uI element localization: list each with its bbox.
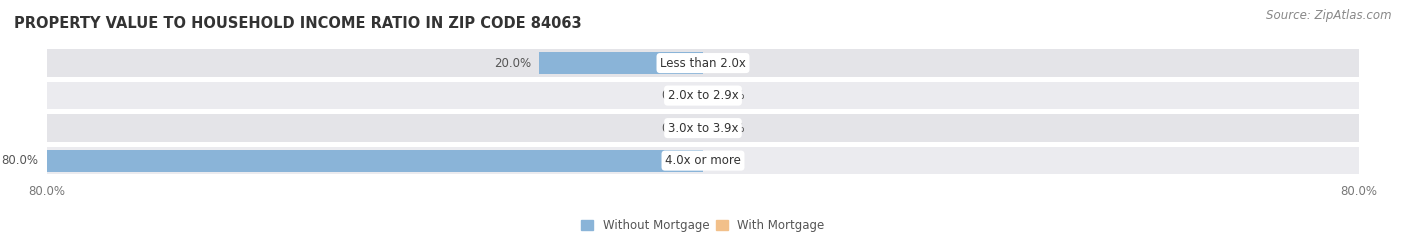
Text: 20.0%: 20.0%	[494, 57, 531, 70]
Text: Source: ZipAtlas.com: Source: ZipAtlas.com	[1267, 9, 1392, 22]
Text: 0.0%: 0.0%	[716, 57, 745, 70]
Text: Less than 2.0x: Less than 2.0x	[659, 57, 747, 70]
Text: 0.0%: 0.0%	[716, 122, 745, 135]
Text: 0.0%: 0.0%	[661, 89, 690, 102]
Bar	[46, 150, 703, 172]
Bar	[46, 147, 1360, 174]
Bar	[46, 82, 1360, 109]
Text: PROPERTY VALUE TO HOUSEHOLD INCOME RATIO IN ZIP CODE 84063: PROPERTY VALUE TO HOUSEHOLD INCOME RATIO…	[14, 16, 582, 31]
Bar	[46, 114, 1360, 142]
Text: 0.0%: 0.0%	[716, 89, 745, 102]
Text: 80.0%: 80.0%	[1, 154, 39, 167]
Text: 3.0x to 3.9x: 3.0x to 3.9x	[668, 122, 738, 135]
Text: 0.0%: 0.0%	[661, 122, 690, 135]
Bar	[538, 52, 703, 74]
Text: 4.0x or more: 4.0x or more	[665, 154, 741, 167]
Legend: Without Mortgage, With Mortgage: Without Mortgage, With Mortgage	[579, 217, 827, 233]
Bar	[46, 49, 1360, 77]
Text: 2.0x to 2.9x: 2.0x to 2.9x	[668, 89, 738, 102]
Text: 0.0%: 0.0%	[716, 154, 745, 167]
